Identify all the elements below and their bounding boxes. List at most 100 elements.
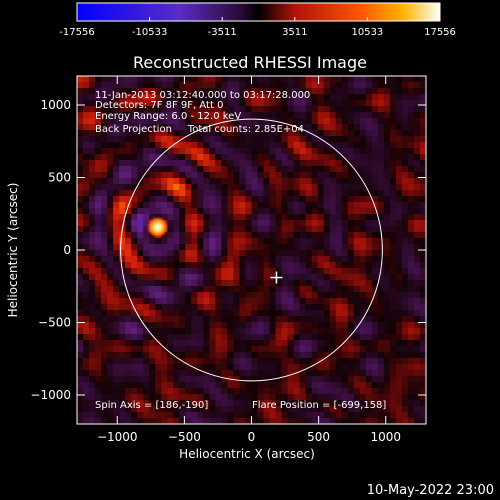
heatmap-cell bbox=[227, 382, 235, 389]
heatmap-cell bbox=[305, 214, 313, 221]
heatmap-cell bbox=[137, 418, 144, 424]
heatmap-cell bbox=[305, 262, 313, 269]
heatmap-cell bbox=[311, 172, 319, 179]
heatmap-cell bbox=[347, 100, 355, 107]
heatmap-cell bbox=[83, 364, 90, 371]
heatmap-cell bbox=[329, 226, 337, 233]
heatmap-cell bbox=[389, 178, 397, 185]
heatmap-cell bbox=[137, 268, 144, 275]
heatmap-cell bbox=[293, 244, 301, 251]
heatmap-cell bbox=[341, 106, 349, 113]
heatmap-cell bbox=[383, 412, 391, 419]
heatmap-cell bbox=[215, 178, 223, 185]
heatmap-cell bbox=[167, 154, 174, 161]
heatmap-cell bbox=[245, 286, 253, 293]
heatmap-cell bbox=[335, 184, 343, 191]
heatmap-cell bbox=[311, 118, 319, 125]
heatmap-cell bbox=[197, 82, 204, 89]
heatmap-cell bbox=[227, 298, 235, 305]
heatmap-cell bbox=[101, 268, 108, 275]
heatmap-cell bbox=[341, 412, 349, 419]
heatmap-cell bbox=[329, 334, 337, 341]
heatmap-cell bbox=[419, 196, 426, 203]
heatmap-cell bbox=[149, 412, 156, 419]
heatmap-cell bbox=[83, 346, 90, 353]
heatmap-cell bbox=[389, 118, 397, 125]
heatmap-cell bbox=[119, 124, 126, 131]
heatmap-cell bbox=[347, 154, 355, 161]
heatmap-cell bbox=[245, 220, 253, 227]
heatmap-cell bbox=[203, 310, 210, 317]
heatmap-cell bbox=[377, 256, 385, 263]
heatmap-cell bbox=[413, 82, 421, 89]
heatmap-cell bbox=[203, 112, 210, 119]
heatmap-cell bbox=[311, 358, 319, 365]
heatmap-cell bbox=[287, 130, 295, 137]
heatmap-cell bbox=[83, 412, 90, 419]
heatmap-cell bbox=[197, 208, 204, 215]
heatmap-cell bbox=[275, 334, 283, 341]
heatmap-cell bbox=[413, 364, 421, 371]
heatmap-cell bbox=[137, 340, 144, 347]
heatmap-cell bbox=[203, 346, 210, 353]
heatmap-cell bbox=[257, 184, 265, 191]
heatmap-cell bbox=[335, 268, 343, 275]
heatmap-cell bbox=[221, 382, 229, 389]
heatmap-cell bbox=[101, 76, 108, 83]
heatmap-cell bbox=[179, 112, 186, 119]
heatmap-cell bbox=[305, 196, 313, 203]
heatmap-cell bbox=[257, 394, 265, 401]
heatmap-cell bbox=[401, 388, 409, 395]
heatmap-cell bbox=[203, 418, 210, 424]
heatmap-cell bbox=[407, 148, 415, 155]
heatmap-cell bbox=[215, 340, 223, 347]
heatmap-cell bbox=[293, 160, 301, 167]
heatmap-cell bbox=[365, 298, 373, 305]
heatmap-cell bbox=[347, 340, 355, 347]
heatmap-cell bbox=[239, 256, 247, 263]
heatmap-cell bbox=[293, 88, 301, 95]
heatmap-cell bbox=[245, 370, 253, 377]
heatmap-cell bbox=[77, 226, 84, 233]
heatmap-cell bbox=[353, 94, 361, 101]
heatmap-cell bbox=[275, 154, 283, 161]
heatmap-cell bbox=[383, 322, 391, 329]
heatmap-cell bbox=[389, 76, 397, 83]
heatmap-cell bbox=[239, 310, 247, 317]
heatmap-cell bbox=[113, 358, 120, 365]
heatmap-cell bbox=[269, 202, 277, 209]
heatmap-cell bbox=[293, 196, 301, 203]
heatmap-cell bbox=[335, 94, 343, 101]
heatmap-cell bbox=[419, 208, 426, 215]
heatmap-cell bbox=[389, 364, 397, 371]
heatmap-cell bbox=[299, 184, 307, 191]
heatmap-cell bbox=[119, 166, 126, 173]
heatmap-cell bbox=[77, 358, 84, 365]
heatmap-cell bbox=[161, 400, 168, 407]
heatmap-cell bbox=[125, 286, 132, 293]
heatmap-cell bbox=[281, 94, 289, 101]
heatmap-cell bbox=[113, 76, 120, 83]
heatmap-cell bbox=[113, 244, 120, 251]
heatmap-cell bbox=[419, 286, 426, 293]
heatmap-cell bbox=[419, 106, 426, 113]
heatmap-cell bbox=[257, 88, 265, 95]
heatmap-cell bbox=[371, 340, 379, 347]
heatmap-cell bbox=[263, 154, 271, 161]
heatmap-cell bbox=[131, 202, 138, 209]
heatmap-cell bbox=[377, 322, 385, 329]
heatmap-cell bbox=[107, 346, 114, 353]
heatmap-cell bbox=[197, 394, 204, 401]
heatmap-cell bbox=[137, 322, 144, 329]
heatmap-cell bbox=[413, 340, 421, 347]
heatmap-cell bbox=[311, 286, 319, 293]
heatmap-cell bbox=[143, 322, 150, 329]
heatmap-cell bbox=[263, 148, 271, 155]
heatmap-cell bbox=[137, 310, 144, 317]
heatmap-cell bbox=[137, 250, 144, 257]
heatmap-cell bbox=[161, 394, 168, 401]
heatmap-cell bbox=[185, 88, 192, 95]
heatmap-cell bbox=[371, 394, 379, 401]
heatmap-cell bbox=[317, 154, 325, 161]
heatmap-cell bbox=[383, 238, 391, 245]
